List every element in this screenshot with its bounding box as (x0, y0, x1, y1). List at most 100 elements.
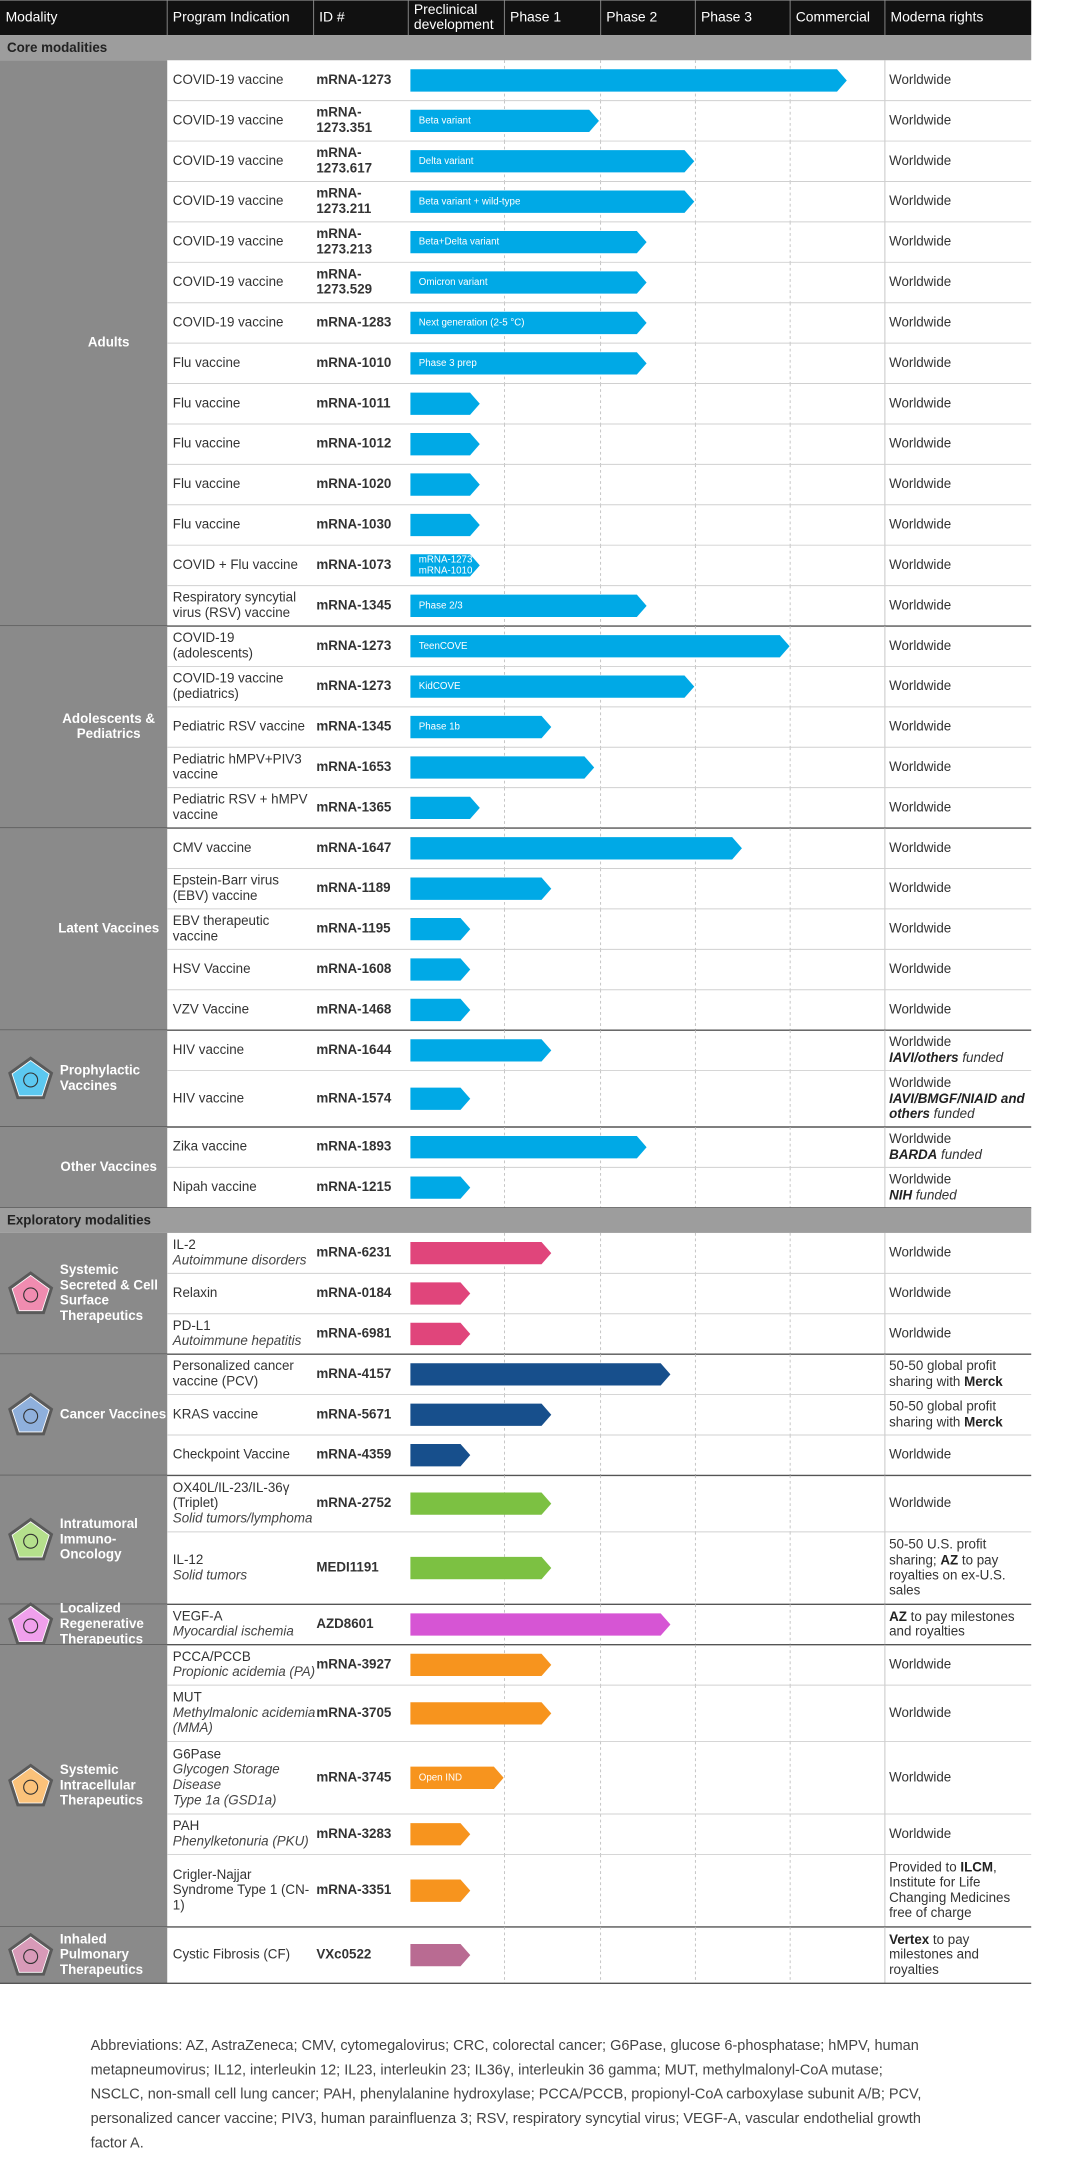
group-name: Therapeutics (60, 1308, 143, 1323)
rights: Worldwide (889, 1075, 951, 1090)
section-title: Exploratory modalities (7, 1213, 151, 1228)
program-id: mRNA-1273 (316, 678, 391, 693)
rights: BARDA funded (889, 1146, 982, 1161)
stage-bar (410, 796, 480, 820)
indication: Cystic Fibrosis (CF) (173, 1947, 290, 1962)
rights: Worldwide (889, 193, 951, 208)
stage-bar (410, 594, 647, 617)
indication: 1) (173, 1898, 185, 1913)
rights: Worldwide (889, 234, 951, 249)
indication: COVID-19 vaccine (173, 671, 284, 686)
bar-label: Phase 2/3 (419, 600, 463, 611)
rights-part: , (993, 1859, 997, 1874)
stage-bar (410, 1653, 552, 1677)
program-id: mRNA-3927 (316, 1656, 391, 1671)
stage-bar (410, 513, 480, 537)
stage-bar (410, 311, 647, 335)
stage-bar (410, 756, 595, 779)
group-icon-inner (11, 1060, 50, 1097)
rights-part: BARDA (889, 1146, 937, 1161)
stage-bar (410, 1444, 471, 1467)
header-label: Phase 2 (606, 8, 657, 24)
rights: Vertex to pay (889, 1931, 970, 1946)
indication-detail: Disease (173, 1777, 221, 1792)
bar-label: KidCOVE (419, 681, 461, 692)
rights: sharing with Merck (889, 1414, 1003, 1429)
rights: Worldwide (889, 1495, 951, 1510)
indication-detail: Myocardial ischemia (173, 1624, 294, 1639)
stage-bar (410, 675, 695, 698)
indication: COVID-19 vaccine (173, 274, 284, 289)
rights: Worldwide (889, 395, 951, 410)
rights-part: to pay (929, 1931, 969, 1946)
group-icon-inner (11, 1936, 50, 1973)
stage-bar (410, 230, 647, 254)
bar-label: Beta variant + wild-type (419, 196, 521, 207)
group-icon-inner (11, 1521, 50, 1558)
stage-bar (410, 1322, 471, 1346)
rights-part: sharing with (889, 1414, 964, 1429)
group-name: Pediatrics (77, 726, 141, 741)
indication: vaccine (173, 767, 218, 782)
program-id: 1273.213 (316, 241, 372, 256)
stage-bar (410, 1702, 552, 1725)
indication: COVID + Flu vaccine (173, 557, 298, 572)
rights: Worldwide (889, 1285, 951, 1300)
abbreviations: metapneumovirus; IL12, interleukin 12; I… (91, 2062, 883, 2078)
group-cell (0, 626, 168, 829)
program-id: mRNA-6231 (316, 1245, 392, 1260)
rights: Provided to ILCM, (889, 1859, 997, 1874)
indication: PAH (173, 1818, 199, 1833)
indication: Flu vaccine (173, 476, 241, 491)
program-id: 1273.529 (316, 282, 372, 297)
rights: Worldwide (889, 880, 951, 895)
indication: Flu vaccine (173, 436, 241, 451)
stage-bar (410, 1403, 552, 1426)
group-name: Vaccines (60, 1078, 117, 1093)
rights: Worldwide (889, 1171, 951, 1186)
group-name: Adolescents & (62, 711, 155, 726)
indication: vaccine (173, 807, 218, 822)
header-label: Preclinical (414, 1, 477, 17)
program-id: mRNA-1644 (316, 1042, 392, 1057)
program-id: mRNA-1647 (316, 840, 391, 855)
group-name: Other Vaccines (60, 1159, 157, 1174)
rights-part: others (889, 1106, 930, 1121)
indication: COVID-19 vaccine (173, 234, 284, 249)
rights: Worldwide (889, 314, 951, 329)
program-id: mRNA-0184 (316, 1285, 392, 1300)
indication: Flu vaccine (173, 395, 241, 410)
stage-bar (410, 715, 552, 739)
rights: Worldwide (889, 436, 951, 451)
rights: Worldwide (889, 678, 951, 693)
program-id: mRNA-4157 (316, 1366, 391, 1381)
stage-bar (410, 1943, 471, 1967)
stage-bar (410, 1363, 671, 1386)
group-name: Pulmonary (60, 1947, 130, 1962)
indication: vaccine (PCV) (173, 1374, 258, 1389)
stage-bar (410, 1613, 671, 1636)
header-bar (0, 0, 1032, 36)
group-name: Inhaled (60, 1931, 107, 1946)
group-name: Adults (88, 335, 130, 350)
program-id: mRNA-1189 (316, 880, 390, 895)
group-icon-dot (23, 1072, 39, 1088)
section-band (0, 35, 1032, 61)
program-id: mRNA-1653 (316, 759, 391, 774)
rights: Worldwide (889, 1325, 951, 1340)
stage-bar (410, 1282, 471, 1305)
group-icon-inner (11, 1274, 50, 1312)
header-label: Moderna rights (890, 8, 983, 24)
header-label: Modality (6, 8, 58, 24)
program-id: mRNA-1195 (316, 921, 391, 936)
abbreviations: personalized cancer vaccine; PIV3, human… (91, 2111, 921, 2127)
section-title: Core modalities (7, 40, 107, 55)
group-icon-inner (11, 1767, 50, 1804)
rights: Worldwide (889, 517, 951, 532)
bar-label: Phase 3 prep (419, 358, 478, 369)
stage-bar (410, 69, 847, 92)
group-name: Cancer Vaccines (60, 1406, 166, 1421)
stage-bar (410, 1176, 471, 1199)
rights: IAVI/others funded (889, 1050, 1004, 1065)
